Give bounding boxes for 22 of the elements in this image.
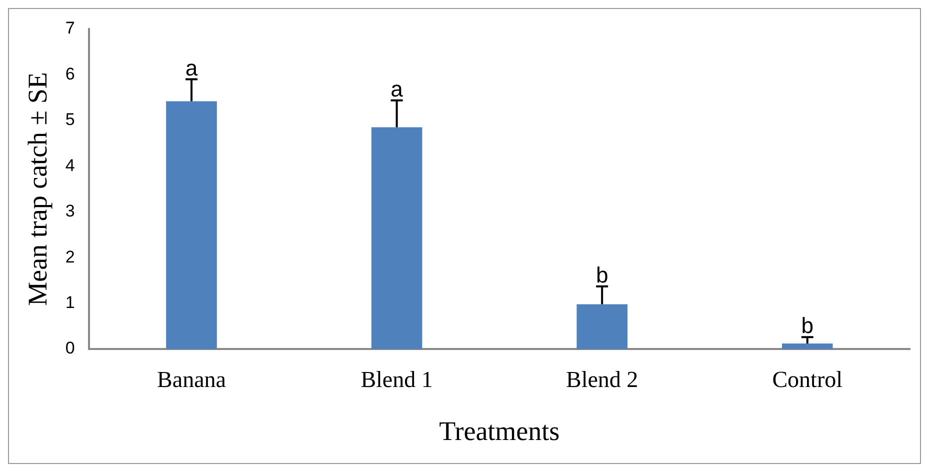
annotation: a bbox=[185, 55, 198, 80]
y-tick-label: 1 bbox=[65, 292, 75, 312]
y-axis-title: Mean trap catch ± SE bbox=[22, 72, 52, 306]
x-tick-label: Blend 2 bbox=[566, 366, 638, 392]
x-tick-label: Blend 1 bbox=[360, 366, 433, 392]
y-tick-label: 4 bbox=[65, 156, 75, 175]
y-tick-label: 0 bbox=[65, 338, 75, 358]
annotation: b bbox=[596, 262, 608, 288]
annotation: b bbox=[801, 313, 814, 338]
bar bbox=[782, 344, 833, 349]
y-tick-label: 2 bbox=[65, 247, 75, 266]
y-tick-label: 3 bbox=[65, 202, 75, 221]
bar bbox=[371, 127, 422, 349]
y-tick-label: 7 bbox=[65, 18, 75, 38]
x-axis-title: Treatments bbox=[439, 416, 560, 446]
y-tick-label: 5 bbox=[65, 110, 75, 130]
x-tick-label: Banana bbox=[157, 366, 226, 392]
bar bbox=[576, 304, 628, 349]
y-tick-label: 6 bbox=[65, 64, 75, 84]
annotation: a bbox=[390, 76, 404, 102]
x-tick-label: Control bbox=[772, 366, 842, 392]
bar bbox=[166, 101, 217, 349]
